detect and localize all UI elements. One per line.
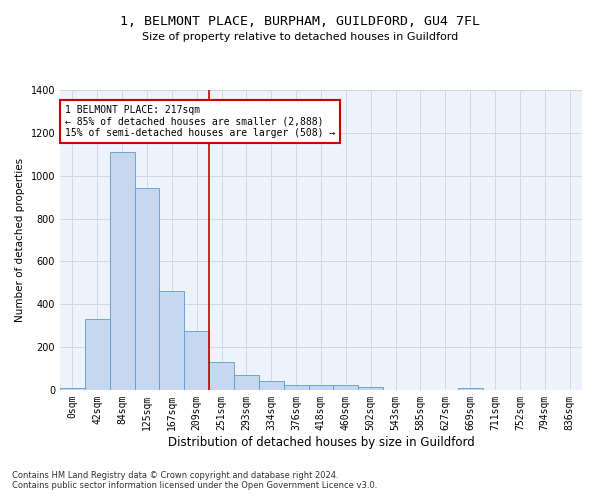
Text: 1, BELMONT PLACE, BURPHAM, GUILDFORD, GU4 7FL: 1, BELMONT PLACE, BURPHAM, GUILDFORD, GU…: [120, 15, 480, 28]
Bar: [60, 388, 85, 390]
Bar: [308, 384, 334, 390]
Bar: [358, 387, 383, 390]
Text: Contains HM Land Registry data © Crown copyright and database right 2024.
Contai: Contains HM Land Registry data © Crown c…: [12, 470, 377, 490]
Bar: [209, 362, 234, 390]
Bar: [334, 384, 358, 390]
Bar: [284, 384, 308, 390]
Bar: [110, 152, 134, 390]
Text: 1 BELMONT PLACE: 217sqm
← 85% of detached houses are smaller (2,888)
15% of semi: 1 BELMONT PLACE: 217sqm ← 85% of detache…: [65, 105, 335, 138]
Bar: [85, 320, 110, 390]
Text: Size of property relative to detached houses in Guildford: Size of property relative to detached ho…: [142, 32, 458, 42]
Bar: [134, 188, 160, 390]
Bar: [458, 388, 482, 390]
Bar: [160, 292, 184, 390]
Bar: [184, 331, 209, 390]
Y-axis label: Number of detached properties: Number of detached properties: [15, 158, 25, 322]
Bar: [259, 382, 284, 390]
Bar: [234, 375, 259, 390]
X-axis label: Distribution of detached houses by size in Guildford: Distribution of detached houses by size …: [167, 436, 475, 448]
